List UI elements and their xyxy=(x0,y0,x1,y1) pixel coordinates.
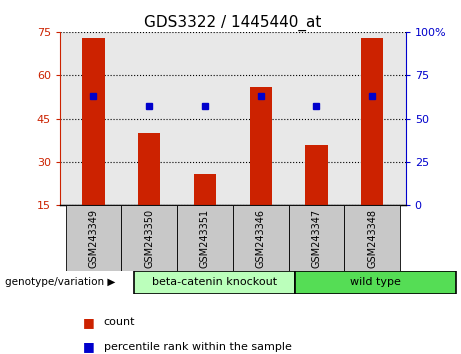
Text: percentile rank within the sample: percentile rank within the sample xyxy=(104,342,292,352)
Bar xyxy=(249,87,272,205)
Bar xyxy=(344,205,400,271)
Text: beta-catenin knockout: beta-catenin knockout xyxy=(152,277,278,287)
Bar xyxy=(194,173,216,205)
Bar xyxy=(82,38,105,205)
Bar xyxy=(295,271,455,294)
Bar xyxy=(233,205,289,271)
Text: GSM243349: GSM243349 xyxy=(89,209,98,268)
Bar xyxy=(305,144,328,205)
Text: wild type: wild type xyxy=(350,277,401,287)
Title: GDS3322 / 1445440_at: GDS3322 / 1445440_at xyxy=(144,14,321,30)
Text: genotype/variation ▶: genotype/variation ▶ xyxy=(5,277,115,287)
Text: GSM243347: GSM243347 xyxy=(312,209,321,268)
Bar xyxy=(121,205,177,271)
Text: ■: ■ xyxy=(83,316,95,329)
Bar xyxy=(361,38,384,205)
Text: GSM243348: GSM243348 xyxy=(367,209,377,268)
Bar xyxy=(138,133,160,205)
Bar xyxy=(289,205,344,271)
Text: GSM243346: GSM243346 xyxy=(256,209,266,268)
Text: count: count xyxy=(104,317,135,327)
Text: GSM243350: GSM243350 xyxy=(144,209,154,268)
Bar xyxy=(135,271,295,294)
Text: ■: ■ xyxy=(83,341,95,353)
Bar xyxy=(177,205,233,271)
Text: GSM243351: GSM243351 xyxy=(200,209,210,268)
Bar xyxy=(65,205,121,271)
